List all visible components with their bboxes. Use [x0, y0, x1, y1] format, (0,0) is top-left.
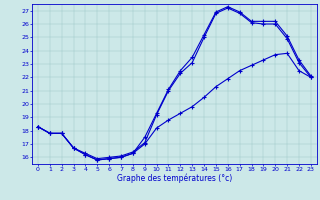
X-axis label: Graphe des températures (°c): Graphe des températures (°c) [117, 173, 232, 183]
